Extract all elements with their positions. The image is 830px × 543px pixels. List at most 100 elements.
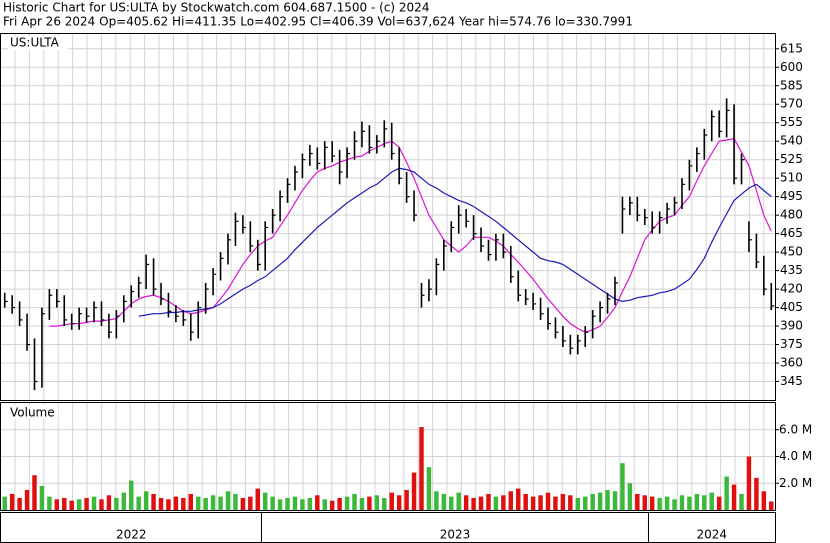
volume-bar bbox=[166, 499, 171, 510]
volume-bar bbox=[434, 491, 439, 510]
volume-bar bbox=[99, 499, 104, 510]
volume-bar bbox=[9, 493, 15, 510]
moving-average bbox=[138, 167, 772, 317]
volume-bar bbox=[508, 491, 514, 510]
volume-bar bbox=[84, 497, 89, 510]
volume-bar bbox=[195, 496, 201, 510]
volume-bar bbox=[769, 501, 774, 510]
y-tick-label: 390 bbox=[780, 319, 803, 333]
volume-bar bbox=[181, 497, 186, 510]
volume-bar bbox=[568, 495, 573, 510]
volume-bar bbox=[575, 497, 581, 510]
volume-bar bbox=[605, 489, 610, 510]
symbol-bg bbox=[8, 36, 68, 50]
volume-bar bbox=[158, 497, 164, 510]
volume-bar bbox=[560, 493, 566, 510]
volume-bar bbox=[642, 495, 647, 510]
volume-bar bbox=[32, 475, 37, 510]
y-tick-label: 540 bbox=[780, 134, 803, 148]
volume-bar bbox=[210, 495, 216, 510]
volume-bar bbox=[739, 493, 744, 510]
y-tick-label: 555 bbox=[780, 115, 803, 129]
volume-bar bbox=[114, 497, 119, 510]
volume-bar bbox=[486, 493, 491, 510]
marks bbox=[2, 98, 775, 510]
volume-bar bbox=[746, 456, 752, 510]
volume-bar bbox=[478, 496, 484, 510]
y-tick-label: 360 bbox=[780, 356, 803, 370]
y-tick-label: 495 bbox=[780, 189, 803, 203]
y-tick-label: 6.0 M bbox=[779, 422, 812, 436]
volume-bar bbox=[538, 495, 543, 510]
volume-bar bbox=[39, 485, 45, 510]
volume-bar bbox=[426, 467, 432, 510]
volume-bar bbox=[396, 495, 402, 510]
volume-bar bbox=[91, 496, 97, 510]
volume-bar bbox=[389, 492, 394, 510]
volume-bar bbox=[69, 500, 74, 510]
volume-bar bbox=[672, 499, 677, 510]
volume-bar bbox=[456, 492, 461, 510]
y-tick-label: 405 bbox=[780, 300, 803, 314]
chart-title: Historic Chart for US:ULTA by Stockwatch… bbox=[3, 1, 429, 15]
volume-bar bbox=[493, 496, 499, 510]
volume-bar bbox=[47, 496, 52, 510]
chart-subtitle: Fri Apr 26 2024 Op=405.62 Hi=411.35 Lo=4… bbox=[3, 15, 633, 29]
volume-bar bbox=[315, 495, 320, 510]
volume-bar bbox=[277, 499, 283, 510]
volume-bar bbox=[54, 499, 60, 510]
volume-bar bbox=[62, 497, 67, 510]
y-tick-label: 570 bbox=[780, 97, 803, 111]
y-tick-label: 2.0 M bbox=[779, 476, 812, 490]
volume-bar bbox=[449, 496, 454, 510]
volume-bar bbox=[471, 497, 476, 510]
volume-bar bbox=[374, 495, 380, 510]
volume-bar bbox=[664, 496, 670, 510]
grid bbox=[1, 34, 775, 510]
y-tick-label: 345 bbox=[780, 374, 803, 388]
volume-bar bbox=[724, 476, 729, 510]
volume-bar bbox=[731, 484, 737, 510]
volume-bar bbox=[255, 488, 260, 510]
volume-bar bbox=[635, 493, 640, 510]
volume-label-bg bbox=[8, 405, 58, 419]
volume-bar bbox=[679, 495, 685, 510]
y-tick-label: 435 bbox=[780, 263, 803, 277]
volume-bar bbox=[411, 472, 417, 510]
volume-bar bbox=[225, 491, 231, 510]
y-tick-label: 525 bbox=[780, 152, 803, 166]
volume-bar bbox=[329, 500, 335, 510]
volume-bar bbox=[322, 499, 327, 510]
volume-bar bbox=[687, 496, 692, 510]
y-tick-label: 375 bbox=[780, 337, 803, 351]
volume-bar bbox=[501, 495, 506, 510]
volume-bar bbox=[143, 491, 149, 510]
volume-bar bbox=[530, 496, 536, 510]
year-label: 2023 bbox=[440, 528, 471, 542]
volume-bar bbox=[136, 496, 141, 510]
volume-bar bbox=[262, 492, 268, 510]
volume-bar bbox=[627, 483, 633, 510]
volume-bar bbox=[754, 477, 759, 510]
volume-bar bbox=[367, 496, 372, 510]
y-tick-label: 4.0 M bbox=[779, 449, 812, 463]
y-tick-label: 600 bbox=[780, 60, 803, 74]
y-tick-label: 420 bbox=[780, 282, 803, 296]
volume-bar bbox=[419, 427, 424, 510]
volume-bar bbox=[545, 492, 551, 510]
volume-bar bbox=[337, 497, 342, 510]
volume-bar bbox=[17, 497, 22, 510]
volume-bar bbox=[218, 496, 223, 510]
volume-bar bbox=[612, 491, 618, 510]
volume-bar bbox=[620, 463, 625, 510]
volume-bar bbox=[106, 495, 112, 510]
volume-bar bbox=[441, 493, 447, 510]
volume-bar bbox=[709, 492, 714, 510]
volume-bar bbox=[300, 499, 305, 510]
volume-bar bbox=[694, 493, 700, 510]
volume-label: Volume bbox=[10, 406, 55, 420]
volume-bar bbox=[590, 493, 595, 510]
volume-bar bbox=[292, 496, 298, 510]
